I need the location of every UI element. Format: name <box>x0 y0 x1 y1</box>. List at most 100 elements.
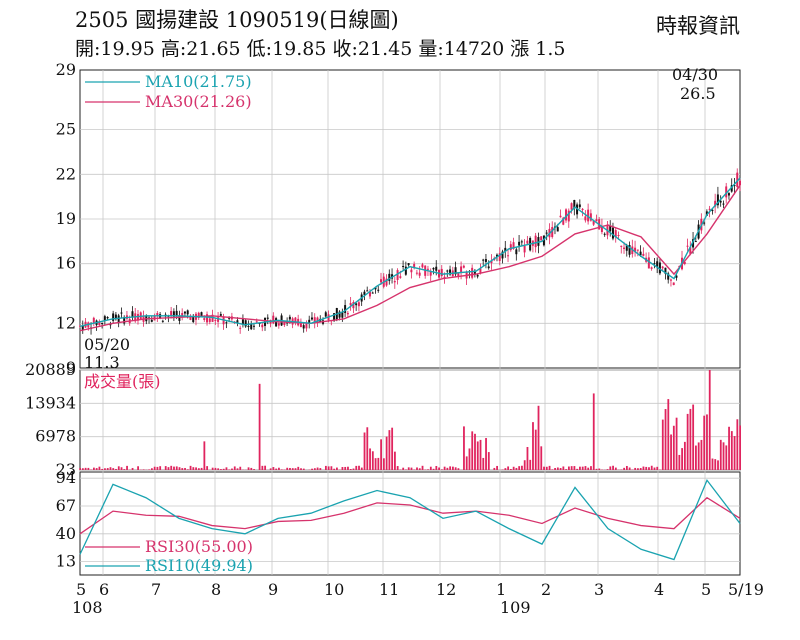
legend-ma10: MA10(21.75) <box>145 72 252 91</box>
candle-body <box>647 257 650 269</box>
volume-bar <box>523 460 526 470</box>
volume-bar <box>700 439 703 470</box>
volume-bar <box>592 393 595 470</box>
volume-bar <box>195 467 197 470</box>
volume-bar <box>261 465 264 470</box>
volume-bar <box>380 439 383 470</box>
candle-body <box>206 314 209 323</box>
x-tick-label: 5 <box>76 580 86 599</box>
volume-bar <box>584 466 587 470</box>
candle-body <box>716 194 719 206</box>
volume-bar <box>371 451 374 470</box>
volume-bar <box>137 466 139 470</box>
volume-bar <box>614 467 617 470</box>
candle-body <box>299 322 302 328</box>
volume-bar <box>590 466 592 470</box>
volume-bar <box>418 468 421 470</box>
candle-body <box>217 317 220 322</box>
candle-body <box>473 270 476 275</box>
volume-bar <box>178 467 181 470</box>
candle-body <box>435 266 438 271</box>
candle-body <box>462 265 465 268</box>
candle-body <box>181 313 184 318</box>
volume-bar <box>294 468 297 470</box>
x-tick-label: 4 <box>654 580 664 599</box>
volume-bar <box>302 468 305 470</box>
volume-tick-label: 6978 <box>35 427 76 446</box>
annotation-low-date: 05/20 <box>84 335 130 354</box>
volume-bar <box>109 467 112 470</box>
volume-bar <box>487 452 490 470</box>
volume-bar <box>670 434 672 470</box>
volume-bar <box>101 468 104 470</box>
volume-bar <box>388 430 391 470</box>
candle-body <box>338 311 341 318</box>
volume-bar <box>722 442 725 470</box>
volume-bar <box>233 466 236 470</box>
candle-body <box>589 213 592 221</box>
candle-body <box>131 311 134 318</box>
candle-body <box>214 319 217 321</box>
candle-body <box>611 227 614 239</box>
candle-body <box>385 278 388 286</box>
volume-bar <box>476 441 479 470</box>
candle-body <box>288 316 291 320</box>
volume-bar <box>153 466 156 470</box>
annotation-high-date: 04/30 <box>672 65 718 84</box>
candle-body <box>725 186 728 198</box>
volume-bar <box>576 468 579 470</box>
candle-body <box>675 275 678 278</box>
chart-title: 2505 國揚建設 1090519(日線圖) <box>75 8 399 32</box>
volume-bar <box>358 465 360 470</box>
volume-bar <box>167 467 170 470</box>
candle-body <box>421 264 424 268</box>
volume-bar <box>678 454 681 470</box>
volume-bar <box>556 467 559 470</box>
volume-bar <box>634 467 637 470</box>
volume-bar <box>269 468 272 470</box>
candle-body <box>346 312 349 315</box>
volume-bar <box>220 469 222 470</box>
candle-body <box>333 313 336 321</box>
volume-bar <box>181 468 184 470</box>
x-tick-label: 8 <box>211 580 221 599</box>
candle-body <box>98 321 101 326</box>
volume-bar <box>730 431 733 470</box>
volume-bar <box>264 465 267 470</box>
candle-body <box>192 316 195 323</box>
candle-body <box>460 266 463 273</box>
indicator-lines <box>79 177 741 561</box>
volume-bar <box>173 466 175 470</box>
candle-body <box>440 268 443 277</box>
volume-bar <box>689 408 692 470</box>
volume-bar <box>521 465 523 470</box>
candle-body <box>136 314 139 321</box>
volume-bar <box>115 468 117 470</box>
volume-bar <box>515 467 518 470</box>
volume-bar <box>474 433 476 470</box>
y-tick-label: 25 <box>56 120 76 139</box>
panel-frame-2 <box>79 369 741 471</box>
volume-bar <box>664 409 667 470</box>
volume-bar <box>117 466 120 470</box>
candle-body <box>714 200 717 207</box>
x-tick-label: 5/19 <box>728 580 764 599</box>
volume-bar <box>214 467 217 470</box>
candle-body <box>219 314 222 316</box>
x-tick-label: 3 <box>594 580 604 599</box>
volume-bar <box>598 468 601 470</box>
candle-body <box>200 312 203 317</box>
volume-bar <box>98 466 101 470</box>
candle-body <box>252 325 255 327</box>
volume-bar <box>559 467 562 470</box>
candle-body <box>520 241 523 243</box>
volume-bar <box>377 457 380 470</box>
candle-body <box>617 235 620 237</box>
candle-body <box>636 249 639 251</box>
volume-bar <box>275 468 278 470</box>
candle-body <box>410 269 413 273</box>
candle-body <box>570 203 573 210</box>
volume-bar <box>247 467 250 470</box>
volume-bar <box>150 468 153 470</box>
volume-bar <box>186 469 189 470</box>
